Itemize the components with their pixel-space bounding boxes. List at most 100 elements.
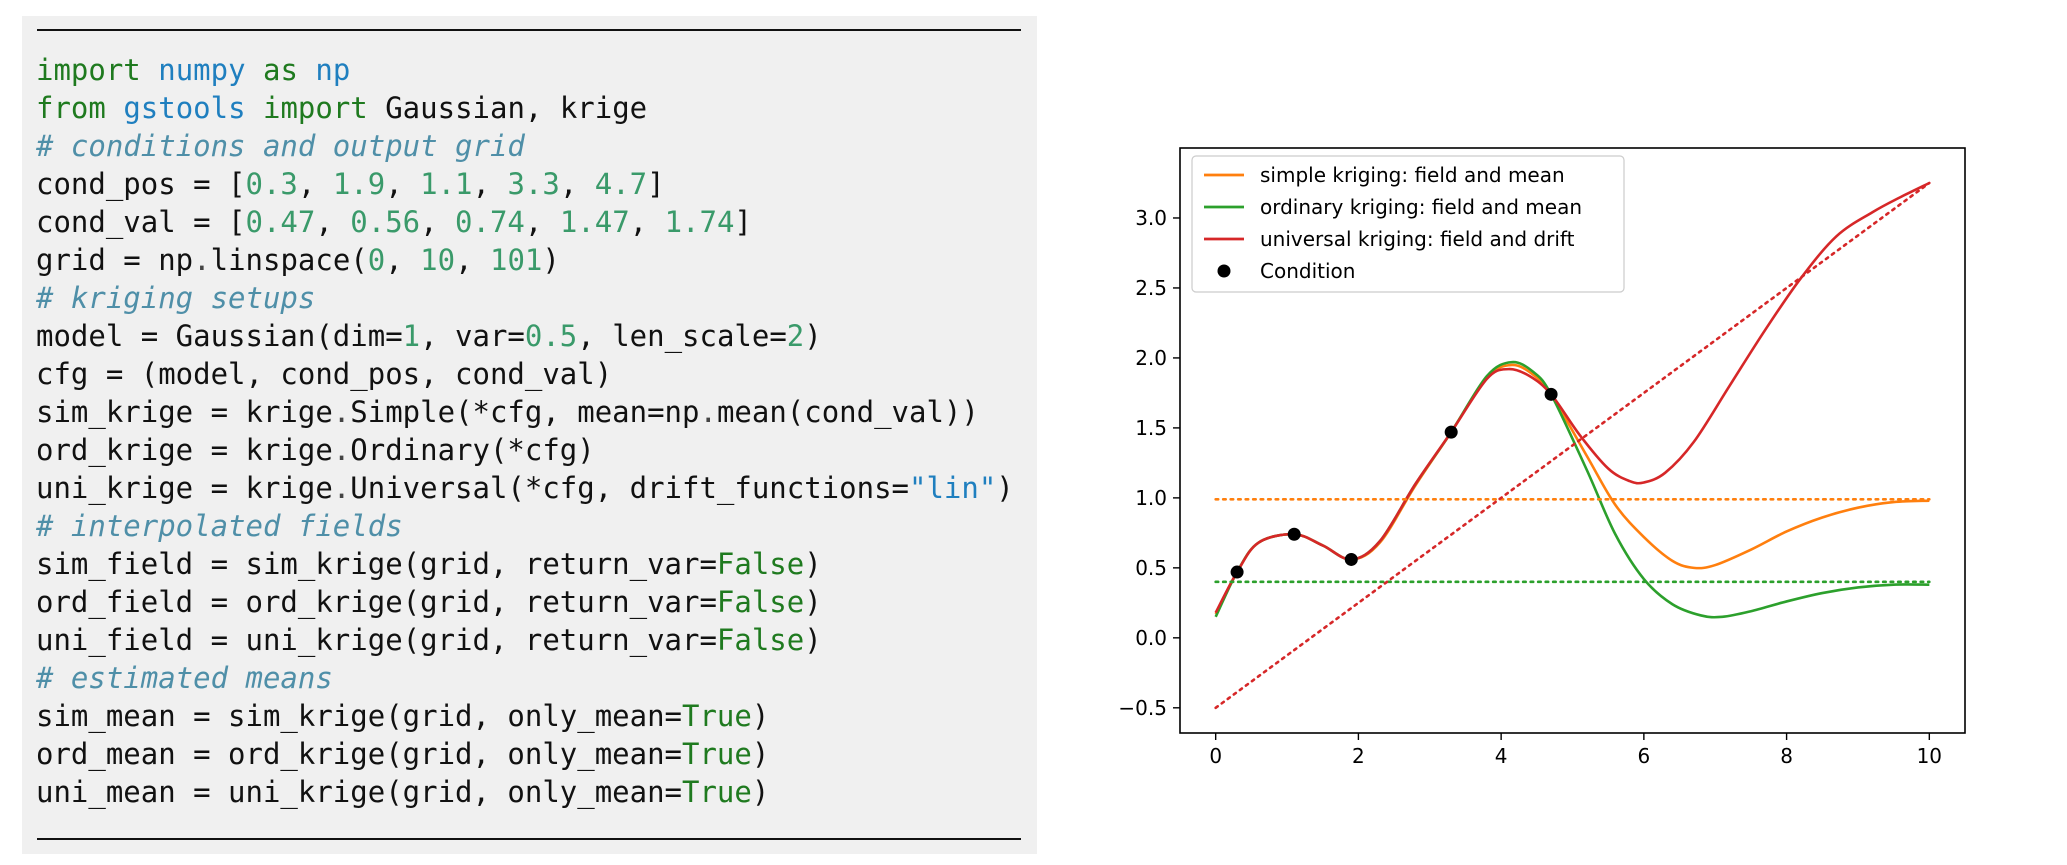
code-token: ): [804, 623, 822, 657]
code-lines: import numpy as np from gstools import Ga…: [36, 51, 1014, 811]
legend-label: Condition: [1260, 259, 1355, 283]
legend-box: [1191, 155, 1625, 293]
code-token: gstools: [123, 91, 246, 125]
code-token: grid = np: [36, 243, 194, 277]
code-line: sim_field = sim_krige(grid, return_var=F…: [36, 545, 1014, 583]
mean-line-5: [1214, 181, 1931, 710]
bottom-rule: [37, 838, 1021, 840]
code-token: ,: [297, 167, 333, 201]
legend-label: ordinary kriging: field and mean: [1260, 195, 1582, 219]
code-token: ,: [524, 205, 560, 239]
plot-marks: [1214, 181, 1931, 710]
code-token: import: [36, 53, 141, 87]
field-line-1: [1214, 360, 1930, 619]
code-token: sim_mean = sim_krige(grid, only_mean=: [36, 699, 683, 733]
code-token: ,: [315, 205, 351, 239]
code-line: grid = np.linspace(0, 10, 101): [36, 241, 1014, 279]
code-token: ): [542, 243, 560, 277]
code-token: 4.7: [594, 167, 648, 201]
code-token: ]: [734, 205, 752, 239]
code-line: cond_pos = [0.3, 1.9, 1.1, 3.3, 4.7]: [36, 165, 1014, 203]
code-token: 101: [489, 243, 543, 277]
code-token: mean(cond_val)): [716, 395, 979, 429]
code-token: as: [263, 53, 298, 87]
top-rule: [37, 29, 1021, 31]
code-line: uni_field = uni_krige(grid, return_var=F…: [36, 621, 1014, 659]
code-token: np: [315, 53, 351, 87]
code-token: ]: [647, 167, 665, 201]
code-token: .: [332, 471, 351, 505]
code-token: cfg = (model, cond_pos, cond_val): [36, 357, 613, 391]
x-tick-label: 4: [1495, 744, 1508, 768]
code-token: ,: [455, 243, 490, 277]
y-tick-label: 2.0: [1135, 346, 1167, 370]
code-token: ord_mean = ord_krige(grid, only_mean=: [36, 737, 683, 771]
field-line-2: [1214, 181, 1930, 614]
code-token: 2: [786, 319, 805, 353]
code-token: uni_field = uni_krige(grid, return_var=: [36, 623, 717, 657]
code-line: ord_krige = krige.Ordinary(*cfg): [36, 431, 1014, 469]
code-line: uni_krige = krige.Universal(*cfg, drift_…: [36, 469, 1014, 507]
code-token: "lin": [908, 471, 997, 505]
code-token: 0.74: [455, 205, 525, 239]
code-line: ord_mean = ord_krige(grid, only_mean=Tru…: [36, 735, 1014, 773]
legend-label: universal kriging: field and drift: [1260, 227, 1575, 251]
code-token: ord_field = ord_krige(grid, return_var=: [36, 585, 717, 619]
y-tick-label: 2.5: [1135, 276, 1167, 300]
code-token: from: [36, 91, 106, 125]
field-line-0: [1214, 363, 1930, 615]
code-token: sim_krige = krige: [36, 395, 333, 429]
code-line: # interpolated fields: [36, 507, 1014, 545]
code-token: ): [751, 737, 770, 771]
code-token: cond_pos = [: [36, 167, 246, 201]
code-token: .: [699, 395, 717, 429]
code-token: False: [716, 585, 805, 619]
code-token: ,: [385, 243, 421, 277]
code-token: .: [332, 395, 351, 429]
condition-point: [1544, 387, 1558, 401]
legend-label: simple kriging: field and mean: [1260, 163, 1565, 187]
condition-point: [1444, 425, 1458, 439]
code-token: ): [804, 319, 822, 353]
code-token: .: [332, 433, 351, 467]
code-token: True: [682, 737, 752, 771]
code-token: 0.3: [245, 167, 298, 201]
code-token: 10: [420, 243, 456, 277]
code-token: , len_scale=: [577, 319, 787, 353]
code-token: True: [682, 699, 752, 733]
code-token: 1: [402, 319, 421, 353]
x-tick-label: 0: [1209, 744, 1222, 768]
kriging-chart: 0 2 4 6 8 10 −0.5 0.0 0.5 1.0 1.5 2.0 2.5 3.0 simple…: [1118, 147, 1966, 768]
code-line: import numpy as np: [36, 51, 1014, 89]
code-token: ): [751, 775, 770, 809]
code-token: [106, 91, 123, 125]
code-token: 3.3: [507, 167, 560, 201]
condition-point: [1344, 552, 1358, 566]
code-line: from gstools import Gaussian, krige: [36, 89, 1014, 127]
code-line: ord_field = ord_krige(grid, return_var=F…: [36, 583, 1014, 621]
code-token: 0.5: [524, 319, 578, 353]
code-token: linspace(: [210, 243, 368, 277]
code-line: cfg = (model, cond_pos, cond_val): [36, 355, 1014, 393]
code-line: # conditions and output grid: [36, 127, 1014, 165]
y-tick-label: 1.0: [1135, 486, 1167, 510]
code-token: Universal(*cfg, drift_functions=: [350, 471, 909, 505]
code-token: Gaussian, krige: [367, 91, 648, 125]
code-line: uni_mean = uni_krige(grid, only_mean=Tru…: [36, 773, 1014, 811]
code-token: uni_krige = krige: [36, 471, 333, 505]
code-line: cond_val = [0.47, 0.56, 0.74, 1.47, 1.74…: [36, 203, 1014, 241]
code-token: import: [263, 91, 368, 125]
axes-frame: [1179, 147, 1966, 734]
code-token: False: [716, 623, 805, 657]
code-token: 1.9: [332, 167, 386, 201]
code-token: numpy: [158, 53, 246, 87]
code-token: ,: [420, 205, 456, 239]
code-token: .: [193, 243, 211, 277]
y-tick-label: 0.5: [1135, 556, 1167, 580]
code-token: [246, 91, 263, 125]
code-token: ): [804, 547, 822, 581]
code-token: ,: [629, 205, 665, 239]
code-token: ,: [385, 167, 421, 201]
y-tick-label: 1.5: [1135, 416, 1167, 440]
code-token: True: [682, 775, 752, 809]
